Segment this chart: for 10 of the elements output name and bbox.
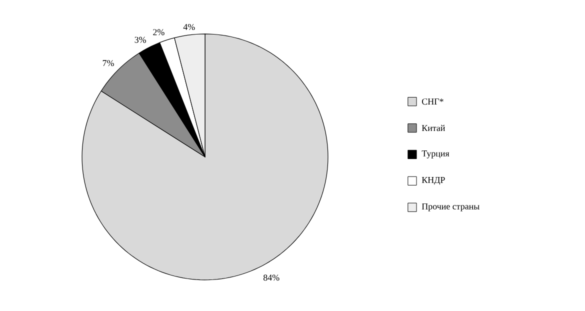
data-label: 7% (102, 60, 114, 66)
legend-label: Турция (422, 150, 450, 158)
data-label: 84% (263, 274, 280, 281)
legend-label: КНДР (422, 177, 445, 185)
legend-label: Прочие страны (422, 203, 480, 212)
legend-label: СНГ* (422, 98, 444, 105)
data-label: 4% (183, 24, 195, 30)
legend-label: Китай (422, 124, 446, 132)
data-label: 2% (153, 29, 164, 36)
data-label: 3% (134, 36, 146, 43)
